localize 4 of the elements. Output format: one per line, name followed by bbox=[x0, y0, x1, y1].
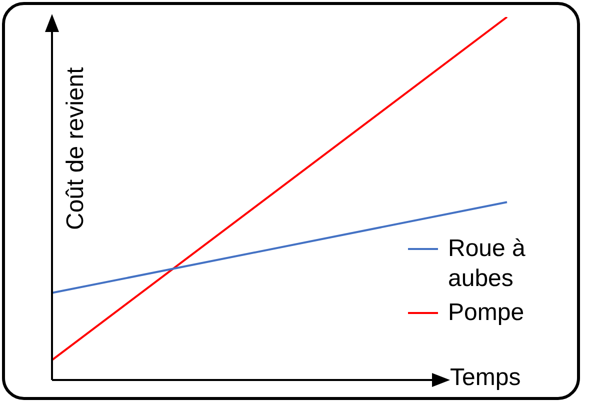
legend-label: Roue à aubes bbox=[448, 234, 526, 294]
y-axis-title: Coût de revient bbox=[62, 67, 90, 230]
x-axis-title: Temps bbox=[450, 364, 521, 392]
legend-label: Pompe bbox=[448, 298, 526, 328]
